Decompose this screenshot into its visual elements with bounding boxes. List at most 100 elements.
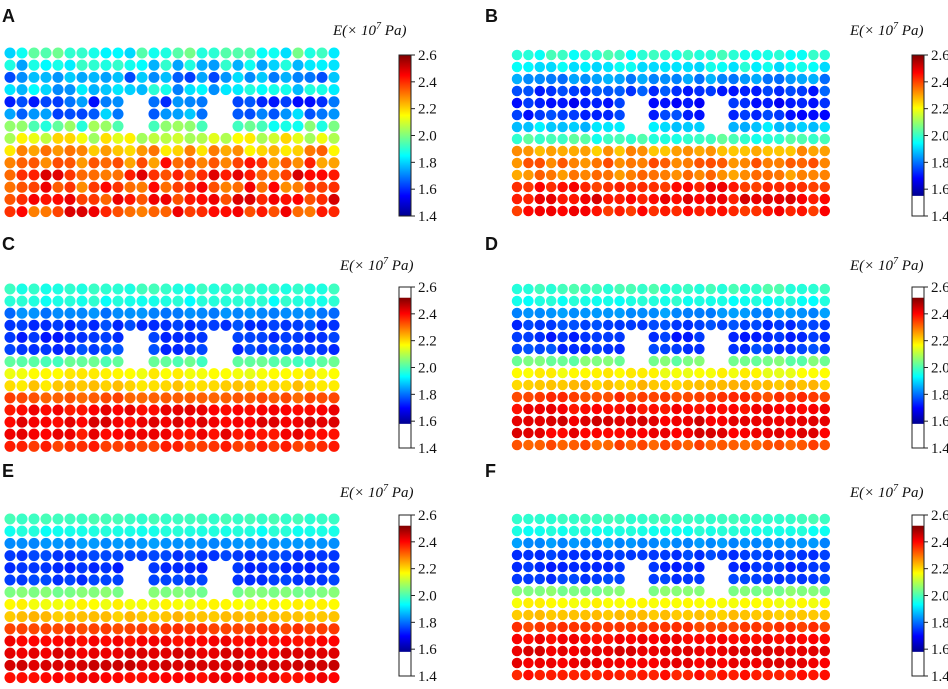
data-point — [328, 440, 340, 452]
data-point — [4, 169, 16, 181]
data-point — [557, 657, 568, 669]
data-point — [523, 513, 534, 525]
data-point — [76, 145, 88, 157]
data-point — [773, 597, 785, 609]
data-point — [534, 343, 546, 355]
data-point — [100, 659, 112, 671]
data-point — [534, 645, 546, 657]
data-point — [16, 623, 28, 635]
data-point — [580, 283, 591, 295]
data-point — [591, 307, 603, 319]
data-point — [316, 47, 328, 59]
data-point — [819, 427, 831, 439]
data-point — [648, 307, 660, 319]
data-point — [292, 380, 304, 392]
data-point — [773, 573, 785, 585]
data-point — [292, 157, 304, 169]
data-point — [580, 331, 591, 343]
data-point — [808, 669, 819, 681]
data-point — [268, 307, 280, 319]
data-point — [196, 59, 208, 71]
colorbar-tick-label: 1.6 — [931, 642, 948, 658]
data-point — [100, 574, 112, 586]
data-point — [728, 561, 739, 573]
data-point — [557, 669, 568, 681]
data-point — [244, 319, 256, 331]
data-point — [328, 550, 340, 562]
data-point — [808, 391, 819, 403]
data-point — [659, 415, 671, 427]
data-point — [28, 283, 40, 295]
data-point — [751, 669, 762, 681]
colorbar-f: 2.62.42.22.01.81.61.4 — [911, 508, 948, 685]
data-point — [694, 609, 705, 621]
data-point — [648, 169, 660, 181]
data-point — [256, 96, 268, 108]
data-point — [614, 403, 625, 415]
data-point — [184, 319, 196, 331]
data-point — [694, 669, 705, 681]
data-point — [523, 97, 534, 109]
data-point — [637, 145, 648, 157]
data-point — [728, 319, 739, 331]
data-point — [523, 85, 534, 97]
data-point — [316, 96, 328, 108]
data-point — [112, 319, 124, 331]
data-point — [796, 61, 808, 73]
data-point — [232, 574, 244, 586]
data-point — [268, 598, 280, 610]
data-point — [88, 623, 100, 635]
data-point — [76, 84, 88, 96]
data-point — [773, 657, 785, 669]
data-point — [819, 657, 831, 669]
data-point — [808, 61, 819, 73]
data-point — [511, 367, 523, 379]
data-point — [220, 550, 232, 562]
data-point — [557, 61, 568, 73]
panel-label-e: E — [2, 461, 14, 481]
data-point — [184, 59, 196, 71]
data-point — [545, 657, 557, 669]
data-point — [580, 439, 591, 451]
data-point — [280, 59, 292, 71]
data-point — [716, 549, 728, 561]
data-point — [100, 672, 112, 684]
data-point — [184, 562, 196, 574]
data-point — [808, 645, 819, 657]
data-point — [64, 380, 76, 392]
data-point — [280, 47, 292, 59]
data-point — [28, 181, 40, 193]
data-point — [705, 669, 717, 681]
data-point — [659, 537, 671, 549]
data-point — [716, 133, 728, 145]
data-point — [88, 428, 100, 440]
data-point — [557, 403, 568, 415]
data-point — [256, 343, 268, 356]
data-point — [785, 561, 796, 573]
data-point — [328, 586, 340, 598]
data-point — [172, 71, 184, 83]
data-point — [625, 633, 637, 645]
data-point — [100, 537, 112, 549]
data-point — [172, 525, 184, 537]
data-point — [88, 71, 100, 83]
colorbar-tick-label: 2.6 — [418, 280, 437, 296]
data-point — [88, 96, 100, 108]
data-point — [545, 379, 557, 391]
colorbar-e: 2.62.42.22.01.81.61.4 — [398, 508, 437, 685]
data-point — [232, 206, 244, 218]
data-point — [244, 513, 256, 525]
data-point — [4, 319, 16, 331]
data-point — [773, 669, 785, 681]
data-point — [184, 611, 196, 623]
data-point — [671, 525, 682, 537]
data-point — [112, 331, 124, 343]
data-point — [232, 598, 244, 610]
data-point — [716, 621, 728, 633]
data-point — [208, 392, 220, 404]
data-point — [762, 549, 774, 561]
data-point — [819, 525, 831, 537]
data-point — [682, 319, 694, 331]
data-point — [694, 403, 705, 415]
data-point — [705, 537, 717, 549]
